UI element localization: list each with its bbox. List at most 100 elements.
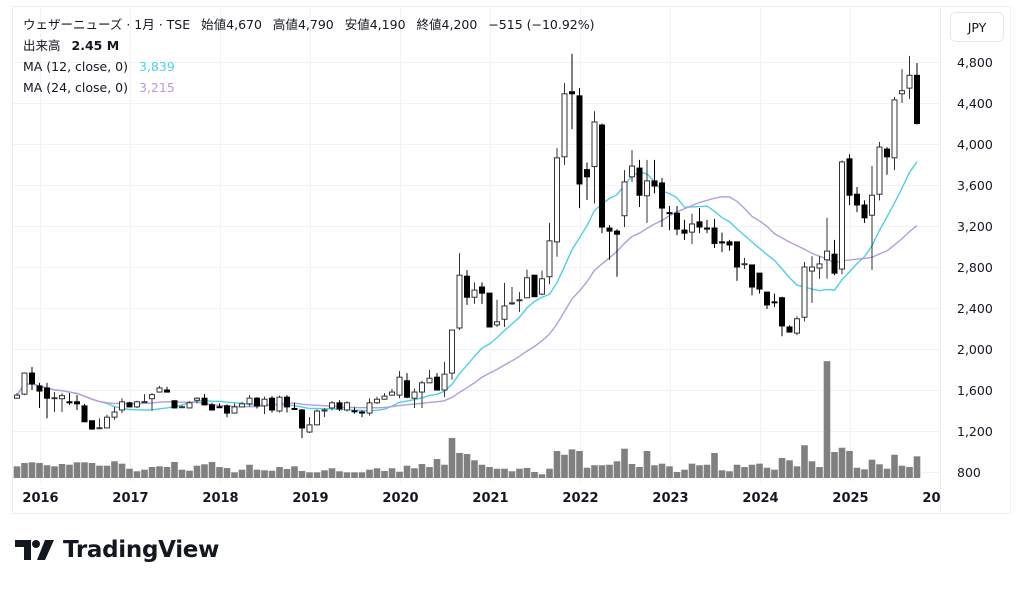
candle-body: [449, 329, 455, 374]
volume-bar: [178, 469, 186, 478]
candle-down: [884, 147, 890, 175]
candle-body: [269, 397, 275, 411]
volume-bar: [148, 467, 156, 478]
volume-bar: [321, 470, 328, 478]
volume-bar: [13, 466, 21, 478]
candle-body: [869, 194, 875, 216]
candle-down: [404, 373, 410, 399]
candle-up: [239, 401, 245, 408]
year-tick-label: 2020: [382, 491, 418, 506]
close-value: 4,200: [441, 17, 478, 32]
candle-up: [141, 394, 148, 404]
candle-body: [666, 212, 673, 215]
legend-ma12-row[interactable]: MA (12, close, 0) 3,839: [23, 56, 595, 77]
candle-body: [531, 274, 538, 298]
candle-body: [651, 180, 658, 187]
candle-body: [261, 398, 268, 407]
price-axis[interactable]: 4,800 4,400 4,000 3,600 3,200 2,800 2,400 2,000…: [957, 55, 993, 480]
ma12-label: MA (12, close, 0): [23, 59, 129, 74]
candle-body: [276, 396, 283, 412]
volume-bar: [396, 471, 403, 478]
candle-up: [59, 393, 65, 413]
candle-up: [456, 253, 463, 331]
candle-up: [149, 393, 155, 411]
candle-up: [396, 371, 403, 399]
volume-bar: [883, 468, 891, 478]
candle-down: [351, 407, 358, 414]
candle-body: [824, 250, 830, 261]
price-tick-label: 800: [957, 465, 981, 480]
volume-bar: [898, 465, 906, 478]
candle-body: [29, 372, 35, 385]
volume-bar: [561, 454, 568, 478]
candle-body: [479, 286, 485, 294]
candle-body: [179, 406, 185, 409]
tradingview-logo[interactable]: TradingView: [15, 537, 219, 563]
volume-bar: [876, 464, 883, 478]
candle-body: [606, 227, 613, 232]
volume-bar: [501, 468, 508, 478]
legend-ma24-row[interactable]: MA (24, close, 0) 3,215: [23, 77, 595, 98]
candle-down: [284, 395, 290, 413]
candle-body: [21, 372, 28, 395]
candle-up: [21, 372, 28, 396]
candle-up: [261, 396, 268, 415]
volume-value: 2.45 M: [71, 38, 120, 53]
volume-bar: [643, 451, 651, 478]
volume-bar: [66, 464, 73, 478]
candle-down: [201, 394, 208, 406]
candle-body: [336, 402, 343, 410]
candle-body: [119, 401, 125, 411]
volume-bar: [703, 464, 711, 478]
candle-up: [276, 395, 283, 413]
candle-down: [216, 403, 223, 409]
candle-up: [411, 388, 418, 408]
candle-body: [539, 278, 545, 295]
volume-bar: [853, 467, 861, 478]
currency-button[interactable]: JPY: [950, 12, 1004, 42]
candle-body: [186, 402, 193, 409]
candle-down: [711, 218, 718, 249]
volume-bar: [358, 472, 366, 478]
price-tick-label: 2,400: [957, 301, 993, 316]
candle-body: [396, 376, 403, 396]
volume-bar: [778, 458, 786, 478]
time-axis[interactable]: 2016 2017 2018 2019 2020 2021 2022 2023 2024 2025…: [22, 491, 958, 506]
volume-bar: [306, 472, 313, 478]
volume-bar: [531, 471, 538, 478]
volume-bar: [568, 449, 576, 478]
volume-bar: [613, 461, 621, 478]
volume-bar: [43, 465, 51, 478]
candle-body: [59, 395, 65, 400]
candle-up: [644, 159, 650, 223]
volume-bar: [636, 467, 643, 478]
volume-bar: [771, 469, 778, 478]
volume-bar: [591, 465, 598, 478]
candle-down: [666, 206, 673, 231]
year-tick-label: 2024: [742, 491, 778, 506]
candle-up: [381, 393, 388, 400]
volume-bar: [816, 467, 823, 478]
candle-up: [509, 286, 515, 305]
candle-body: [471, 289, 478, 298]
candle-down: [764, 291, 770, 310]
candle-up: [14, 393, 20, 399]
candle-up: [546, 222, 553, 285]
price-tick-label: 4,400: [957, 96, 993, 111]
candle-down: [164, 386, 170, 393]
volume-bar: [583, 467, 591, 478]
candle-body: [884, 148, 890, 158]
candle-body: [284, 396, 290, 408]
candle-up: [344, 401, 350, 412]
candle-body: [171, 400, 178, 409]
volume-bar: [666, 466, 673, 478]
candle-up: [419, 380, 425, 408]
symbol-title[interactable]: ウェザーニューズ · 1月 · TSE: [23, 17, 191, 32]
candle-up: [119, 398, 125, 414]
candle-down: [719, 232, 725, 253]
candle-body: [569, 91, 575, 95]
legend-volume-row: 出来高 2.45 M: [23, 35, 595, 56]
candle-body: [351, 410, 358, 413]
candle-up: [186, 401, 193, 409]
